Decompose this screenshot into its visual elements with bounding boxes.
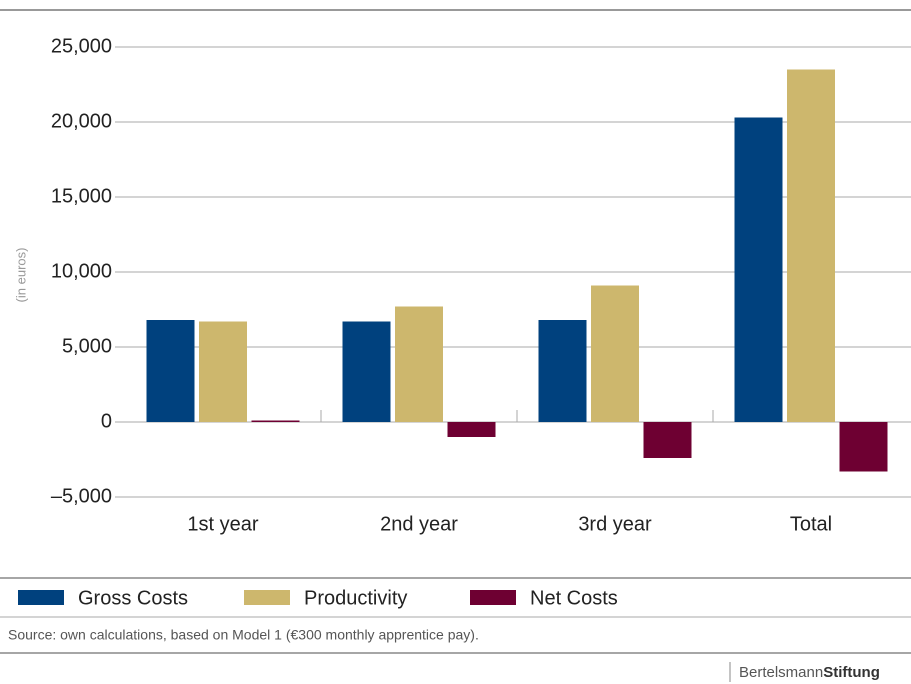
x-tick-label: 2nd year <box>380 513 458 535</box>
bar <box>591 285 639 422</box>
legend-label: Net Costs <box>530 587 618 609</box>
y-tick-label: 25,000 <box>51 35 112 57</box>
bar <box>538 320 587 422</box>
bar <box>643 422 692 458</box>
brand-part: Bertelsmann <box>739 664 823 681</box>
legend-label: Gross Costs <box>78 587 188 609</box>
legend-swatch <box>18 590 64 605</box>
legend-label: Productivity <box>304 587 407 609</box>
bar <box>342 321 391 422</box>
x-tick-label: 3rd year <box>578 513 652 535</box>
brand-part: Stiftung <box>823 664 880 681</box>
y-tick-label: –5,000 <box>51 485 112 507</box>
bar <box>146 320 195 422</box>
bar <box>447 422 496 437</box>
y-tick-label: 5,000 <box>62 335 112 357</box>
y-tick-label: 20,000 <box>51 110 112 132</box>
brand: BertelsmannStiftung <box>739 664 880 681</box>
bar <box>839 422 888 472</box>
legend-swatch <box>244 590 290 605</box>
bar <box>734 117 783 422</box>
y-tick-label: 0 <box>101 410 112 432</box>
legend-swatch <box>470 590 516 605</box>
y-axis-label: (in euros) <box>13 248 28 303</box>
source: Source: own calculations, based on Model… <box>8 627 479 643</box>
x-tick-label: 1st year <box>187 513 258 535</box>
bar <box>251 420 300 422</box>
bar <box>395 306 443 422</box>
bar <box>787 69 835 422</box>
x-tick-label: Total <box>790 513 832 535</box>
y-tick-label: 10,000 <box>51 260 112 282</box>
bar <box>199 321 247 422</box>
y-tick-label: 15,000 <box>51 185 112 207</box>
